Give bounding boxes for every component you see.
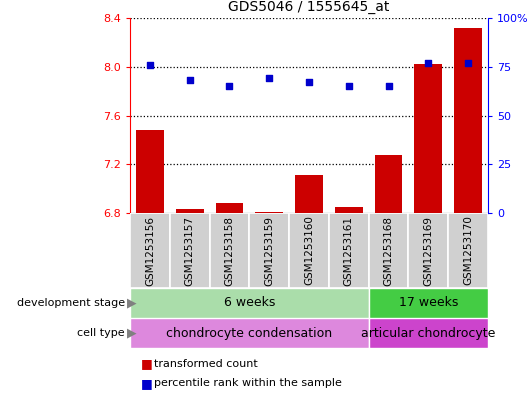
Point — [186, 77, 194, 84]
Bar — [130, 213, 170, 288]
Bar — [170, 213, 209, 288]
Bar — [454, 28, 482, 213]
Text: GSM1253157: GSM1253157 — [184, 215, 195, 285]
Text: GSM1253170: GSM1253170 — [463, 216, 473, 285]
Text: GSM1253161: GSM1253161 — [344, 215, 354, 285]
Text: development stage: development stage — [16, 298, 125, 308]
Text: 6 weeks: 6 weeks — [224, 296, 275, 310]
Bar — [249, 213, 289, 288]
Bar — [335, 207, 363, 213]
Text: percentile rank within the sample: percentile rank within the sample — [154, 378, 342, 388]
Text: ▶: ▶ — [127, 327, 137, 340]
Text: 17 weeks: 17 weeks — [399, 296, 458, 310]
Text: GSM1253158: GSM1253158 — [224, 215, 234, 285]
Bar — [130, 288, 369, 318]
Text: transformed count: transformed count — [154, 359, 258, 369]
Bar — [375, 154, 402, 213]
Bar — [295, 175, 323, 213]
Text: articular chondrocyte: articular chondrocyte — [361, 327, 496, 340]
Point — [344, 83, 353, 89]
Text: GSM1253168: GSM1253168 — [384, 215, 394, 285]
Bar — [255, 212, 283, 213]
Text: cell type: cell type — [77, 328, 125, 338]
Bar — [136, 130, 164, 213]
Point — [424, 60, 432, 66]
Bar — [289, 213, 329, 288]
Text: GSM1253156: GSM1253156 — [145, 215, 155, 285]
Bar — [216, 203, 243, 213]
Bar — [369, 288, 488, 318]
Point — [464, 60, 472, 66]
Bar — [130, 318, 369, 348]
Bar — [448, 213, 488, 288]
Title: GDS5046 / 1555645_at: GDS5046 / 1555645_at — [228, 0, 390, 14]
Point — [146, 62, 154, 68]
Text: GSM1253160: GSM1253160 — [304, 216, 314, 285]
Bar — [369, 213, 409, 288]
Bar — [414, 64, 442, 213]
Bar — [409, 213, 448, 288]
Bar — [369, 318, 488, 348]
Text: GSM1253159: GSM1253159 — [264, 215, 274, 285]
Bar — [209, 213, 249, 288]
Point — [384, 83, 393, 89]
Bar — [329, 213, 369, 288]
Point — [305, 79, 313, 86]
Text: chondrocyte condensation: chondrocyte condensation — [166, 327, 332, 340]
Point — [225, 83, 234, 89]
Text: ▶: ▶ — [127, 296, 137, 310]
Text: GSM1253169: GSM1253169 — [423, 215, 434, 285]
Text: ■: ■ — [140, 357, 152, 370]
Text: ■: ■ — [140, 377, 152, 390]
Bar — [176, 209, 204, 213]
Point — [265, 75, 273, 82]
